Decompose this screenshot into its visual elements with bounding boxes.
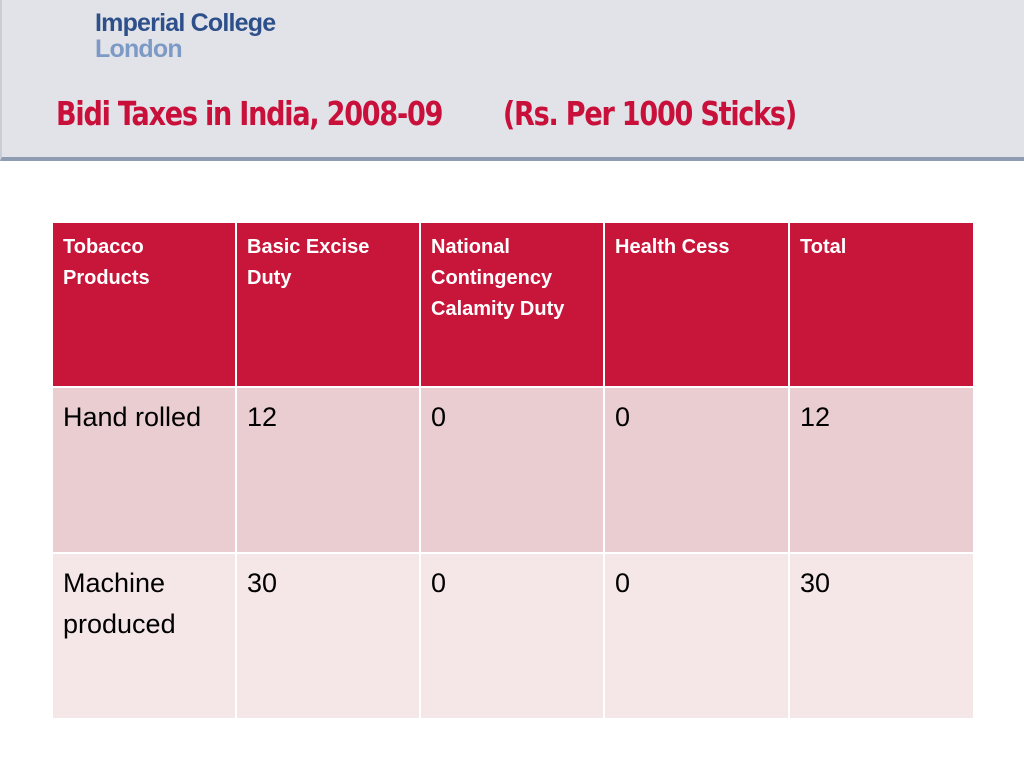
cell-health-cess: 0 — [603, 386, 790, 554]
table-row: Hand rolled 12 0 0 12 — [51, 386, 975, 554]
cell-total: 12 — [788, 386, 975, 554]
title-main: Bidi Taxes in India, 2008-09 — [56, 94, 443, 133]
header-tobacco-products: Tobacco Products — [51, 221, 237, 388]
logo-line-2: London — [95, 35, 183, 63]
table-row: Machine produced 30 0 0 30 — [51, 552, 975, 720]
header-band: Imperial College London Bidi Taxes in In… — [0, 0, 1024, 161]
slide-title: Bidi Taxes in India, 2008-09 (Rs. Per 100… — [56, 94, 797, 133]
cell-basic-excise-duty: 30 — [235, 552, 421, 720]
header-health-cess: Health Cess — [603, 221, 790, 388]
header-basic-excise-duty: Basic Excise Duty — [235, 221, 421, 388]
cell-nccd: 0 — [419, 386, 605, 554]
table-header-row: Tobacco Products Basic Excise Duty Natio… — [51, 221, 975, 388]
imperial-college-logo: Imperial College London — [95, 9, 276, 63]
cell-product: Hand rolled — [51, 386, 237, 554]
tax-table-container: Tobacco Products Basic Excise Duty Natio… — [51, 221, 975, 720]
header-national-contingency-calamity-duty: National Contingency Calamity Duty — [419, 221, 605, 388]
title-units: (Rs. Per 1000 Sticks) — [502, 94, 797, 133]
header-total: Total — [788, 221, 975, 388]
logo-line-1: Imperial College — [95, 9, 276, 37]
cell-health-cess: 0 — [603, 552, 790, 720]
bidi-tax-table: Tobacco Products Basic Excise Duty Natio… — [51, 221, 975, 720]
cell-basic-excise-duty: 12 — [235, 386, 421, 554]
cell-nccd: 0 — [419, 552, 605, 720]
cell-total: 30 — [788, 552, 975, 720]
cell-product: Machine produced — [51, 552, 237, 720]
